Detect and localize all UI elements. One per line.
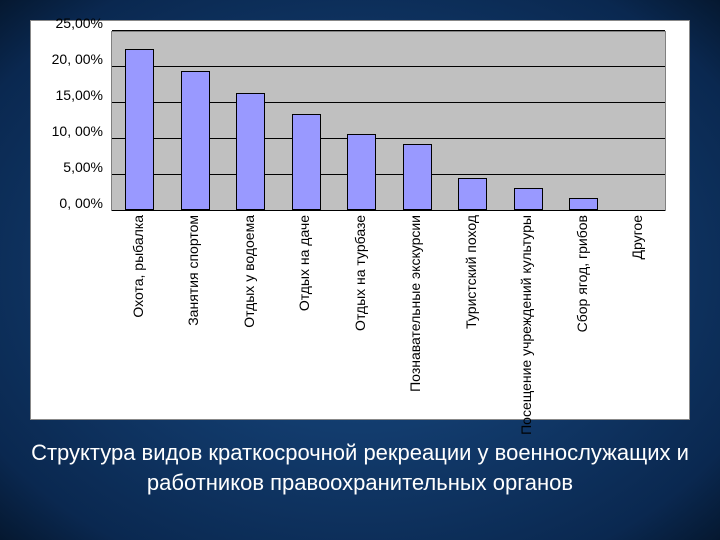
y-axis-labels: 0, 00%5,00%10, 00%15,00%20, 00%25,00% [31, 31, 107, 211]
bar [403, 144, 432, 210]
y-tick-label: 25,00% [56, 15, 103, 31]
x-tick-label: Познавательные экскурсии [407, 215, 423, 392]
x-axis-labels: Охота, рыбалка Занятия спортом Отдых у вод… [111, 215, 666, 415]
bar [514, 188, 543, 210]
bar [236, 93, 265, 210]
plot-area [111, 31, 666, 211]
chart-caption: Структура видов краткосрочной рекреации … [20, 438, 700, 497]
bar [347, 134, 376, 210]
chart-panel: 0, 00%5,00%10, 00%15,00%20, 00%25,00% Ох… [30, 20, 690, 420]
x-tick-label: Другое [629, 215, 645, 259]
x-tick-label: Отдых у водоема [241, 215, 257, 328]
bar [569, 198, 598, 210]
x-tick-label: Отдых на даче [296, 215, 312, 311]
y-tick-label: 10, 00% [52, 123, 103, 139]
y-tick-label: 5,00% [63, 159, 103, 175]
x-tick-label: Сбор ягод, грибов [574, 215, 590, 332]
y-tick-label: 0, 00% [59, 195, 103, 211]
x-tick-label: Туристский поход [463, 215, 479, 329]
gridline [112, 30, 665, 31]
bar [181, 71, 210, 210]
y-tick-label: 20, 00% [52, 51, 103, 67]
x-tick-label: Занятия спортом [185, 215, 201, 326]
bar [125, 49, 154, 210]
gridline [112, 66, 665, 67]
bar [458, 178, 487, 210]
x-tick-label: Охота, рыбалка [130, 215, 146, 318]
y-tick-label: 15,00% [56, 87, 103, 103]
x-tick-label: Отдых на турбазе [352, 215, 368, 331]
x-tick-label: Посещение учреждений культуры [518, 215, 534, 435]
bar [292, 114, 321, 210]
